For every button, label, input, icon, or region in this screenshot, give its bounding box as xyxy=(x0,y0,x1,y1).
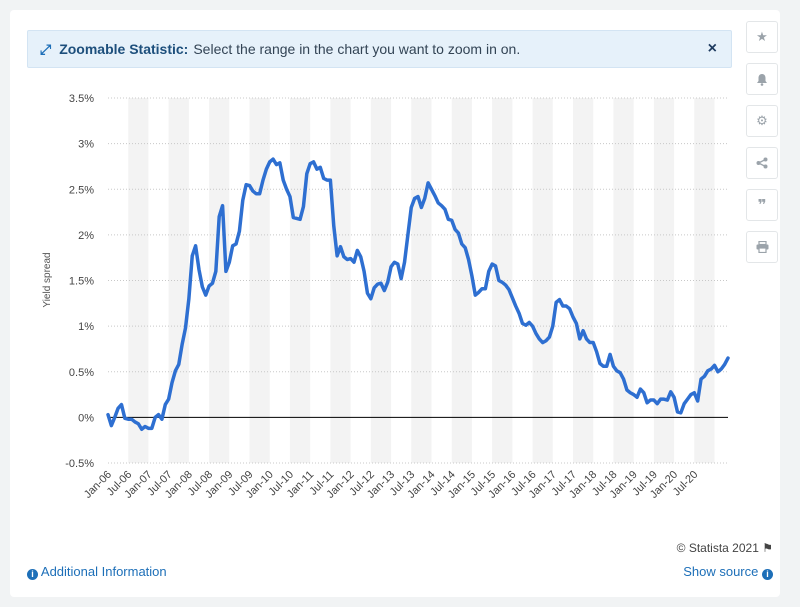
y-tick-label: 3% xyxy=(78,139,94,151)
y-tick-label: 2.5% xyxy=(69,184,94,196)
show-source-label: Show source xyxy=(683,564,759,579)
cite-button[interactable]: ❞ xyxy=(746,189,778,221)
print-button[interactable] xyxy=(746,231,778,263)
flag-icon: ⚑ xyxy=(762,541,773,555)
additional-info-link[interactable]: i Additional Information xyxy=(27,564,167,580)
y-tick-label: -0.5% xyxy=(65,458,94,470)
copyright: © Statista 2021 ⚑ xyxy=(677,541,773,555)
bell-icon xyxy=(757,73,767,86)
quote-icon: ❞ xyxy=(757,197,767,214)
copyright-text: © Statista 2021 xyxy=(676,541,759,555)
y-tick-label: 1% xyxy=(78,321,94,333)
settings-button[interactable]: ⚙ xyxy=(746,105,778,137)
favorite-button[interactable]: ★ xyxy=(746,21,778,53)
gear-icon: ⚙ xyxy=(756,113,768,128)
close-icon[interactable]: × xyxy=(707,40,717,57)
series-line xyxy=(106,157,730,431)
y-axis-label: Yield spread xyxy=(42,252,53,307)
expand-icon: ⤢ xyxy=(40,40,52,57)
share-icon xyxy=(756,157,768,169)
y-tick-label: 2% xyxy=(78,230,94,242)
print-icon xyxy=(756,241,768,253)
y-tick-label: 0.5% xyxy=(69,367,94,379)
share-button[interactable] xyxy=(746,147,778,179)
banner-title: Zoomable Statistic: xyxy=(59,41,189,57)
additional-info-label: Additional Information xyxy=(40,564,167,579)
info-icon: i xyxy=(27,569,38,580)
y-tick-label: 1.5% xyxy=(69,276,94,288)
star-icon: ★ xyxy=(756,29,768,44)
info-icon: i xyxy=(762,569,773,580)
banner-text: Select the range in the chart you want t… xyxy=(193,41,521,57)
y-tick-label: 0% xyxy=(78,412,94,424)
notification-button[interactable] xyxy=(746,63,778,95)
zoom-banner: ⤢ Zoomable Statistic: Select the range i… xyxy=(27,30,732,68)
toolbar: ★ ⚙ ❞ xyxy=(746,21,780,273)
show-source-link[interactable]: Show source i xyxy=(683,564,773,580)
y-tick-label: 3.5% xyxy=(69,93,94,105)
